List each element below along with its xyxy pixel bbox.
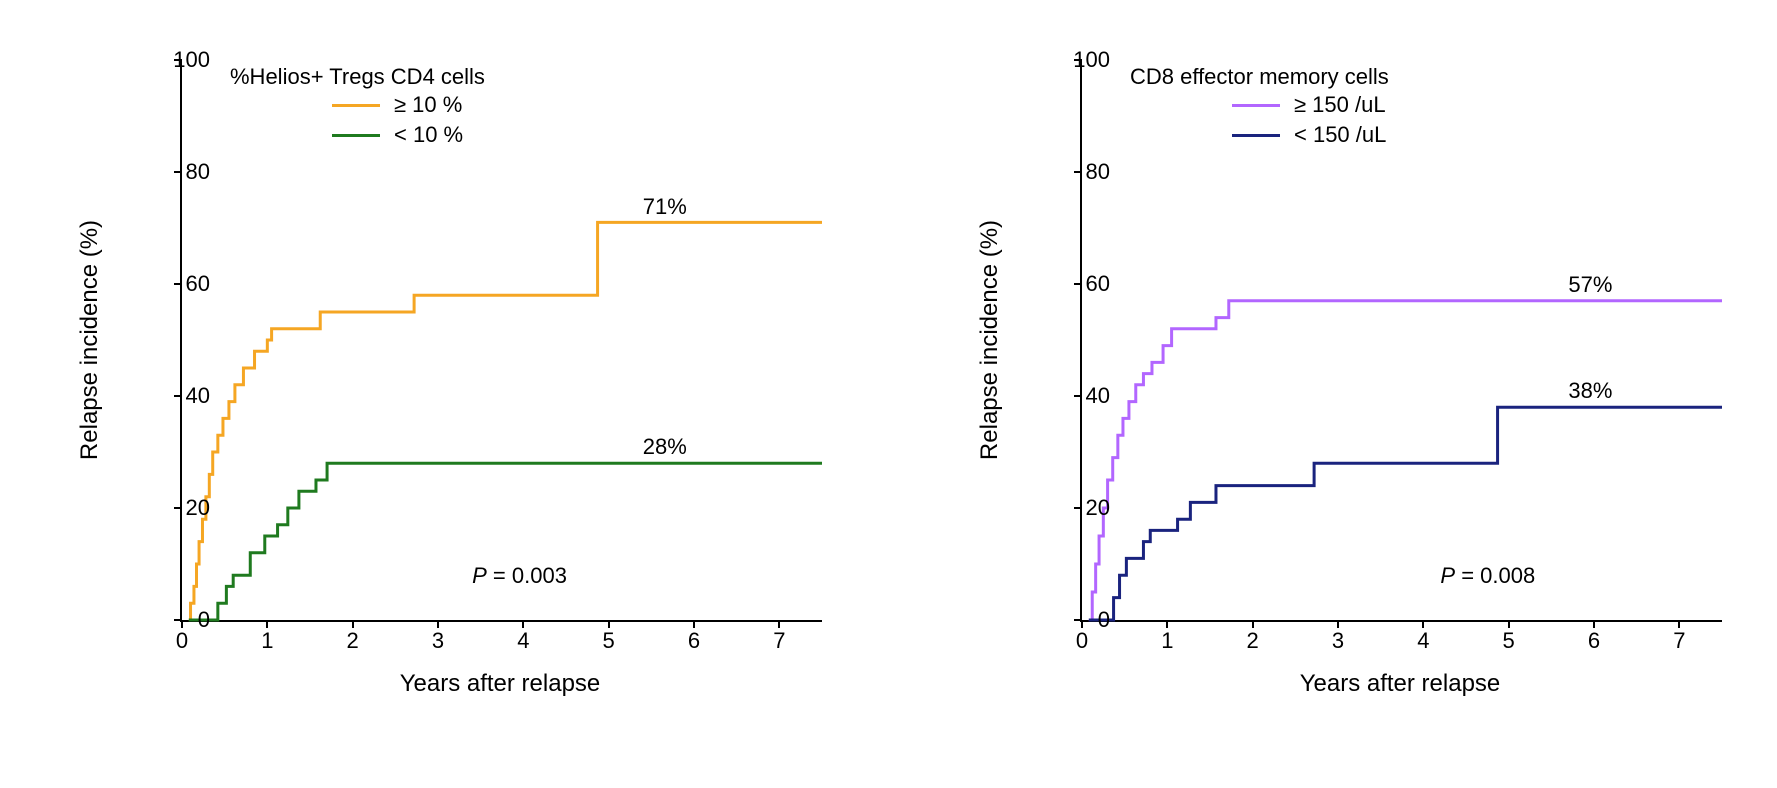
x-tick-label: 6 bbox=[688, 628, 700, 654]
legend: ≥ 10 % < 10 % bbox=[332, 90, 463, 150]
x-axis-label: Years after relapse bbox=[180, 670, 820, 698]
end-label: 71% bbox=[643, 194, 687, 220]
x-tick bbox=[522, 620, 524, 628]
legend-row: ≥ 150 /uL bbox=[1232, 90, 1386, 120]
x-tick-label: 5 bbox=[603, 628, 615, 654]
curve-low bbox=[189, 463, 822, 620]
panel-title: CD8 effector memory cells bbox=[1130, 64, 1389, 90]
x-tick-label: 4 bbox=[1417, 628, 1429, 654]
x-tick bbox=[1678, 620, 1680, 628]
curve-high bbox=[189, 222, 822, 620]
curves-right bbox=[1082, 60, 1722, 620]
x-tick-label: 3 bbox=[432, 628, 444, 654]
legend-swatch bbox=[332, 104, 380, 107]
plot-area: CD8 effector memory cells ≥ 150 /uL < 150… bbox=[1080, 60, 1722, 622]
y-tick-label: 40 bbox=[160, 383, 210, 409]
x-tick-label: 2 bbox=[347, 628, 359, 654]
x-tick-label: 6 bbox=[1588, 628, 1600, 654]
x-tick bbox=[266, 620, 268, 628]
curves-left bbox=[182, 60, 822, 620]
x-tick-label: 7 bbox=[1673, 628, 1685, 654]
end-label: 38% bbox=[1568, 378, 1612, 404]
y-tick-label: 0 bbox=[160, 607, 210, 633]
legend-row: ≥ 10 % bbox=[332, 90, 463, 120]
y-axis-label: Relapse incidence (%) bbox=[76, 220, 104, 460]
panel-right: CD8 effector memory cells ≥ 150 /uL < 150… bbox=[980, 40, 1760, 720]
legend-row: < 150 /uL bbox=[1232, 120, 1386, 150]
y-tick-label: 20 bbox=[160, 495, 210, 521]
x-tick-label: 5 bbox=[1503, 628, 1515, 654]
legend-label: < 10 % bbox=[394, 122, 463, 148]
y-tick-label: 80 bbox=[1060, 159, 1110, 185]
x-tick-label: 7 bbox=[773, 628, 785, 654]
legend-swatch bbox=[1232, 134, 1280, 137]
legend-row: < 10 % bbox=[332, 120, 463, 150]
legend-swatch bbox=[332, 134, 380, 137]
x-tick bbox=[437, 620, 439, 628]
x-tick bbox=[1166, 620, 1168, 628]
y-tick-label: 0 bbox=[1060, 607, 1110, 633]
legend-label: ≥ 10 % bbox=[394, 92, 462, 118]
x-axis-label: Years after relapse bbox=[1080, 670, 1720, 698]
x-tick-label: 1 bbox=[261, 628, 273, 654]
y-tick-label: 20 bbox=[1060, 495, 1110, 521]
end-label: 28% bbox=[643, 434, 687, 460]
legend-swatch bbox=[1232, 104, 1280, 107]
end-label: 57% bbox=[1568, 272, 1612, 298]
x-tick bbox=[1422, 620, 1424, 628]
p-value: P = 0.003 bbox=[472, 563, 567, 589]
legend: ≥ 150 /uL < 150 /uL bbox=[1232, 90, 1386, 150]
legend-label: < 150 /uL bbox=[1294, 122, 1386, 148]
curve-high bbox=[1089, 301, 1722, 620]
x-tick-label: 3 bbox=[1332, 628, 1344, 654]
p-value: P = 0.008 bbox=[1440, 563, 1535, 589]
x-tick-label: 1 bbox=[1161, 628, 1173, 654]
y-tick-label: 100 bbox=[160, 47, 210, 73]
x-tick bbox=[1593, 620, 1595, 628]
y-axis-label: Relapse incidence (%) bbox=[976, 220, 1004, 460]
x-tick bbox=[352, 620, 354, 628]
plot-area: %Helios+ Tregs CD4 cells ≥ 10 %< 10 % 01… bbox=[180, 60, 822, 622]
legend-label: ≥ 150 /uL bbox=[1294, 92, 1386, 118]
x-tick bbox=[693, 620, 695, 628]
y-tick-label: 80 bbox=[160, 159, 210, 185]
y-tick-label: 60 bbox=[1060, 271, 1110, 297]
x-tick bbox=[1508, 620, 1510, 628]
panel-title: %Helios+ Tregs CD4 cells bbox=[230, 64, 485, 90]
curve-low bbox=[1089, 407, 1722, 620]
y-tick-label: 60 bbox=[160, 271, 210, 297]
x-tick-label: 2 bbox=[1247, 628, 1259, 654]
x-tick bbox=[608, 620, 610, 628]
x-tick bbox=[1337, 620, 1339, 628]
x-tick bbox=[1252, 620, 1254, 628]
y-tick-label: 100 bbox=[1060, 47, 1110, 73]
x-tick-label: 4 bbox=[517, 628, 529, 654]
x-tick bbox=[778, 620, 780, 628]
y-tick-label: 40 bbox=[1060, 383, 1110, 409]
panel-left: %Helios+ Tregs CD4 cells ≥ 10 % < 10 % 0 1… bbox=[80, 40, 860, 720]
figure: %Helios+ Tregs CD4 cells ≥ 10 % < 10 % 0 1… bbox=[0, 0, 1777, 788]
